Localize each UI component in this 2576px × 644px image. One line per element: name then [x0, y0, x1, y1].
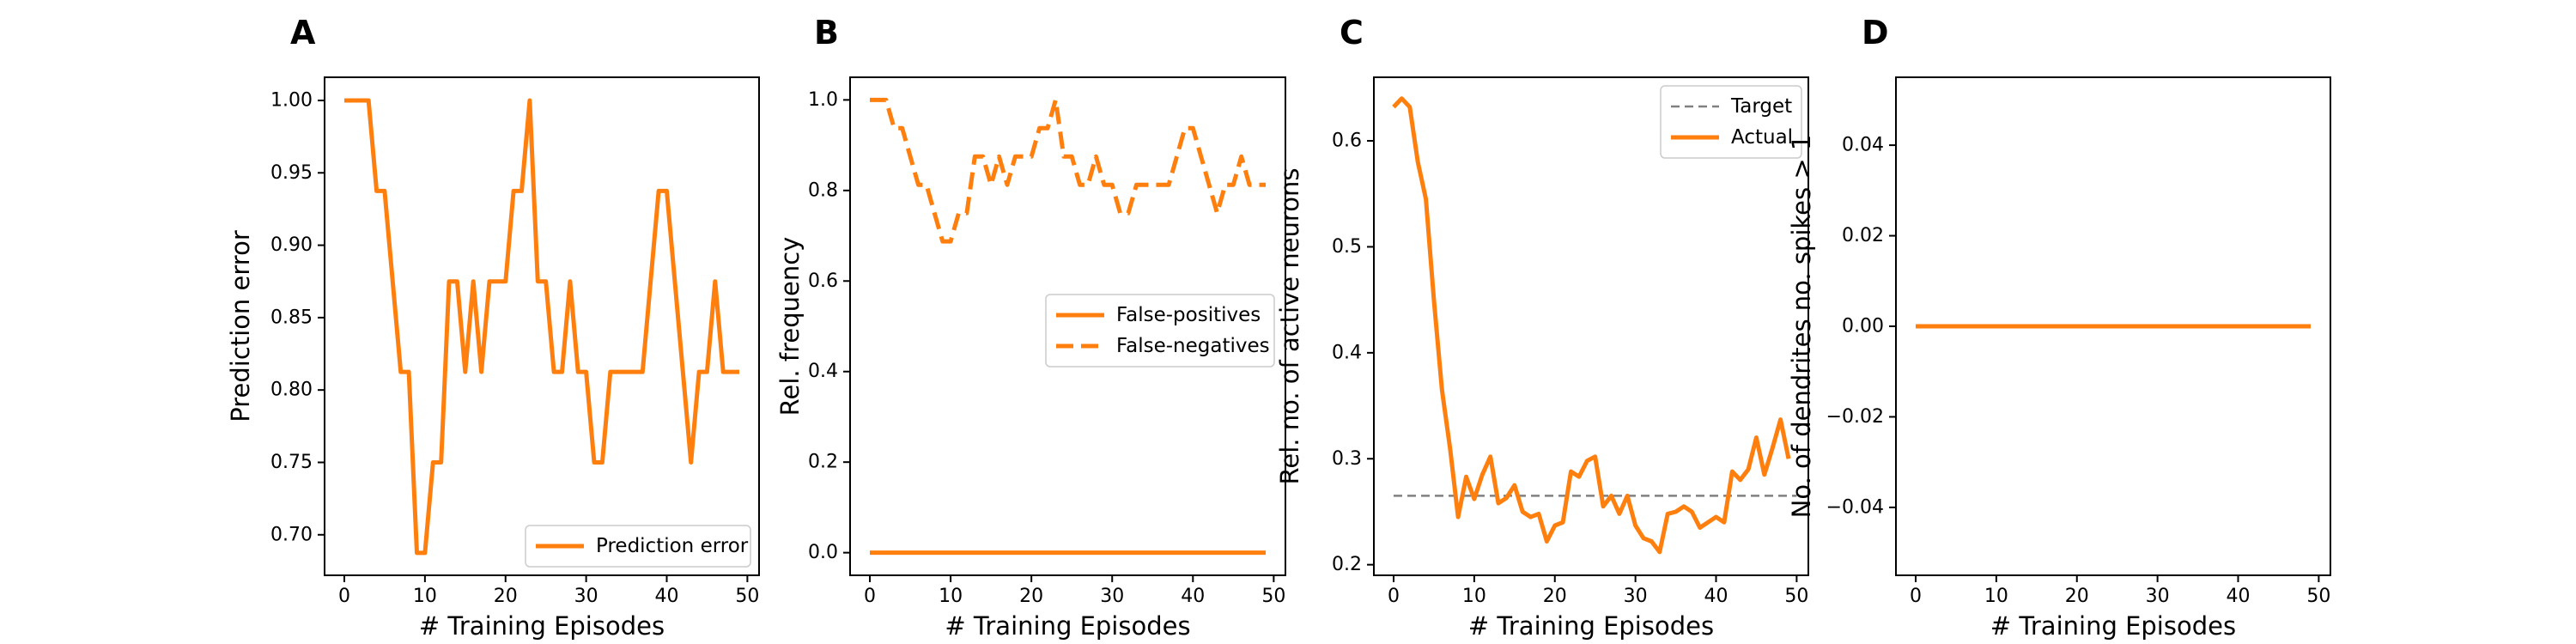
panel-a-ytick-label-1: 0.75	[270, 452, 313, 473]
panel-d-xtick-label-0: 0	[1910, 586, 1922, 607]
panel-c-xtick-label-0: 0	[1388, 586, 1400, 607]
panel-a-ylabel: Prediction error	[226, 230, 255, 422]
panel-d-xtick-label-2: 20	[2065, 586, 2089, 607]
panel-d-ylabel: No. of dendrites no. spikes > 1	[1787, 135, 1816, 519]
panel-a-xtick-label-3: 30	[574, 586, 598, 607]
panel-a-axes-frame	[324, 76, 760, 576]
panel-a-xtick-label-4: 40	[655, 586, 679, 607]
panel-a-xtick-label-5: 50	[735, 586, 759, 607]
panel-b-legend: False-positives False-negatives	[1045, 294, 1275, 368]
panel-c-ylabel: Rel. no. of active neurons	[1275, 168, 1304, 485]
panel-c-axes-frame	[1373, 76, 1809, 576]
panel-c-letter: C	[1340, 14, 1364, 52]
panel-c-ytick-label-2: 0.4	[1332, 342, 1362, 363]
panel-d: D 0 10 20 30 40 50 −0.04 −0.02 0.00 0.02 0.04 # Trai…	[1787, 14, 2331, 641]
panel-a-legend-box	[525, 525, 751, 568]
panel-b-legend-label-1: False-negatives	[1116, 335, 1270, 357]
panel-c: C 0 10 20 30 40 50 0.2 0.3 0.4 0.5 0.6 # Training Ep…	[1275, 14, 1809, 641]
panel-b-ytick-label-3: 0.6	[808, 270, 838, 292]
panel-a-legend: Prediction error	[525, 525, 751, 568]
panel-b-legend-box	[1045, 294, 1275, 368]
panel-b-axes-frame	[849, 76, 1286, 576]
panel-c-ytick-label-0: 0.2	[1332, 554, 1362, 575]
panel-a-letter: A	[290, 14, 316, 52]
panel-d-ytick-label-0: −0.04	[1826, 496, 1884, 518]
panel-d-ytick-label-2: 0.00	[1842, 316, 1884, 337]
panel-c-ytick-label-1: 0.3	[1332, 448, 1362, 470]
panel-b-ytick-label-5: 1.0	[808, 89, 838, 111]
panel-b-legend-label-0: False-positives	[1116, 304, 1261, 326]
panel-b: B 0 10 20 30 40 50 0.0 0.2 0.4 0.6 0.8 1.0 # Training…	[775, 14, 1286, 641]
panel-a-legend-label-0: Prediction error	[596, 535, 749, 557]
panel-b-xtick-label-5: 50	[1261, 586, 1285, 607]
panel-d-xtick-label-1: 10	[1984, 586, 2008, 607]
panel-b-ytick-label-2: 0.4	[808, 361, 838, 382]
panel-b-xlabel: # Training Episodes	[945, 611, 1190, 641]
panel-c-legend-label-1: Actual	[1731, 126, 1793, 149]
panel-b-ytick-label-4: 0.8	[808, 179, 838, 201]
panel-c-xlabel: # Training Episodes	[1468, 611, 1714, 641]
panel-b-ytick-label-0: 0.0	[808, 542, 838, 563]
panel-a: A 0 10 20 30 40 50 0.70 0.75 0.80 0.85 0.90 0.95 1.00…	[226, 14, 760, 641]
panel-b-xtick-label-2: 20	[1019, 586, 1043, 607]
panel-b-ylabel: Rel. frequency	[775, 237, 805, 416]
panel-d-xtick-label-4: 40	[2227, 586, 2251, 607]
panel-d-xtick-label-5: 50	[2306, 586, 2330, 607]
panel-b-xtick-label-0: 0	[864, 586, 876, 607]
panel-b-xtick-label-4: 40	[1181, 586, 1205, 607]
panel-c-xtick-label-3: 30	[1624, 586, 1648, 607]
panel-d-xtick-label-3: 30	[2146, 586, 2170, 607]
panel-d-ytick-label-3: 0.02	[1842, 225, 1884, 246]
panel-b-xtick-label-1: 10	[939, 586, 963, 607]
panel-d-ytick-label-4: 0.04	[1842, 135, 1884, 156]
panel-c-series-1	[1392, 96, 1791, 555]
panel-a-ytick-label-6: 1.00	[270, 89, 313, 111]
panel-c-legend: Target Actual	[1660, 85, 1802, 159]
panel-c-legend-label-0: Target	[1730, 95, 1792, 118]
panel-b-letter: B	[814, 14, 839, 52]
panel-a-ytick-label-2: 0.80	[270, 380, 313, 401]
panel-b-series-1	[870, 97, 1266, 244]
panel-a-ytick-label-0: 0.70	[270, 524, 313, 545]
panel-a-ytick-label-4: 0.90	[270, 234, 313, 256]
panel-c-xtick-label-1: 10	[1462, 586, 1486, 607]
panel-a-xtick-label-2: 20	[494, 586, 518, 607]
panel-c-ytick-label-4: 0.6	[1332, 131, 1362, 152]
panel-a-ytick-label-3: 0.85	[270, 307, 313, 328]
panel-c-xtick-label-4: 40	[1704, 586, 1728, 607]
panel-c-ytick-label-3: 0.5	[1332, 236, 1362, 258]
panel-a-xtick-label-1: 10	[413, 586, 437, 607]
panel-d-xlabel: # Training Episodes	[1990, 611, 2236, 641]
panel-d-letter: D	[1862, 14, 1889, 52]
panel-a-series-0	[344, 98, 739, 556]
panel-c-xtick-label-2: 20	[1543, 586, 1567, 607]
panel-a-ytick-label-5: 0.95	[270, 162, 313, 184]
panel-c-legend-box	[1660, 85, 1802, 159]
panel-c-xtick-label-5: 50	[1784, 586, 1808, 607]
panel-a-xlabel: # Training Episodes	[419, 611, 665, 641]
panel-b-xtick-label-3: 30	[1100, 586, 1124, 607]
panel-b-ytick-label-1: 0.2	[808, 452, 838, 473]
panel-d-ytick-label-1: −0.02	[1826, 406, 1884, 428]
panel-a-xtick-label-0: 0	[338, 586, 350, 607]
